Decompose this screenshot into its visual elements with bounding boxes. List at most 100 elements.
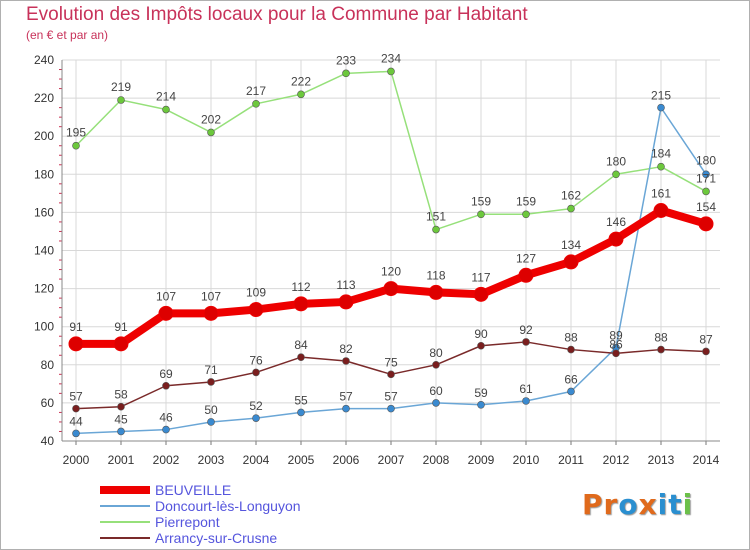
data-label: 113 (336, 278, 355, 292)
x-tick-label: 2008 (423, 453, 450, 467)
data-point (293, 296, 309, 312)
data-label: 75 (384, 355, 398, 369)
legend: BEUVEILLE Doncourt-lès-Longuyon Pierrepont… (100, 482, 400, 546)
data-labels: 91 91 107 107 109 112 113 120 118 117 127 134 146 161… (66, 51, 716, 428)
data-point (657, 103, 665, 112)
data-label: 50 (204, 403, 218, 417)
x-tick-label: 2014 (693, 453, 720, 467)
data-point (387, 370, 395, 379)
data-point (297, 353, 305, 361)
legend-item: Pierrepont (100, 514, 400, 530)
data-point (117, 96, 125, 104)
data-point (702, 347, 710, 356)
data-label: 154 (696, 200, 716, 214)
data-label: 44 (69, 414, 83, 428)
legend-swatch (100, 521, 150, 523)
data-label: 84 (294, 338, 308, 352)
logo-letter: i (657, 488, 669, 521)
data-point (567, 345, 575, 354)
data-point (657, 345, 665, 354)
data-point (522, 210, 530, 219)
data-point (117, 402, 125, 411)
data-point (473, 286, 489, 302)
data-point (72, 141, 80, 150)
x-tick-label: 2002 (153, 453, 180, 467)
data-point (252, 100, 260, 108)
data-label: 180 (606, 154, 626, 168)
data-point (68, 336, 84, 352)
data-point (612, 349, 620, 358)
data-point (567, 204, 575, 213)
data-label: 57 (384, 390, 398, 404)
data-label: 219 (111, 80, 131, 94)
x-tick-label: 2005 (288, 453, 315, 467)
data-label: 46 (159, 411, 173, 425)
legend-item: Doncourt-lès-Longuyon (100, 498, 400, 514)
y-tick-label: 80 (41, 358, 55, 372)
data-point (612, 170, 620, 179)
data-point (432, 225, 440, 234)
data-label: 222 (291, 74, 311, 88)
x-tick-label: 2010 (513, 453, 540, 467)
x-tick-label: 2009 (468, 453, 495, 467)
data-point (608, 231, 624, 247)
data-label: 217 (246, 84, 266, 98)
data-point (297, 408, 305, 417)
data-label: 89 (609, 329, 623, 343)
axes: 40 60 80 100 120 140 160 180 200 220 240 2000 2001 20… (34, 53, 720, 467)
logo-letter: i (682, 488, 694, 521)
data-label: 151 (426, 210, 446, 224)
data-label: 112 (291, 280, 310, 294)
data-label: 159 (516, 194, 536, 208)
y-tick-label: 180 (34, 167, 54, 181)
data-label: 55 (294, 393, 308, 407)
data-point (522, 397, 530, 405)
legend-label: Arrancy-sur-Crusne (155, 530, 278, 546)
data-point (563, 254, 579, 270)
legend-item: Arrancy-sur-Crusne (100, 530, 400, 546)
data-label: 117 (471, 270, 490, 284)
data-label: 87 (699, 332, 713, 346)
data-point (338, 294, 354, 310)
legend-label: Pierrepont (155, 514, 220, 530)
data-point (252, 368, 260, 377)
data-label: 57 (69, 390, 83, 404)
data-point (383, 281, 399, 297)
data-point (567, 387, 575, 396)
data-label: 184 (651, 147, 671, 161)
data-point (162, 425, 170, 434)
y-tick-label: 160 (34, 205, 54, 219)
data-label: 91 (69, 320, 83, 334)
data-label: 69 (159, 367, 173, 381)
data-point (72, 404, 80, 413)
data-point (207, 378, 215, 386)
chart-subtitle: (en € et par an) (26, 28, 109, 42)
series (68, 67, 714, 438)
data-label: 80 (429, 346, 443, 360)
data-label: 180 (696, 153, 716, 167)
data-point (248, 302, 264, 318)
data-label: 60 (429, 384, 443, 398)
data-label: 92 (519, 323, 533, 337)
logo-letter: x (638, 488, 658, 521)
y-tick-label: 220 (34, 91, 54, 105)
data-label: 107 (201, 289, 221, 303)
data-label: 90 (474, 327, 488, 341)
data-label: 61 (519, 382, 533, 396)
data-point (203, 305, 219, 321)
data-point (387, 404, 395, 413)
data-point (522, 338, 530, 346)
legend-item: BEUVEILLE (100, 482, 400, 498)
y-tick-label: 120 (34, 282, 54, 296)
data-label: 71 (204, 363, 218, 377)
data-label: 195 (66, 126, 86, 140)
data-point (702, 170, 710, 179)
data-label: 127 (516, 251, 536, 265)
logo-letter: o (618, 488, 639, 521)
data-label: 58 (114, 388, 128, 402)
x-tick-label: 2004 (243, 453, 270, 467)
grid (62, 59, 720, 442)
data-label: 171 (696, 171, 716, 185)
data-label: 118 (426, 268, 445, 282)
